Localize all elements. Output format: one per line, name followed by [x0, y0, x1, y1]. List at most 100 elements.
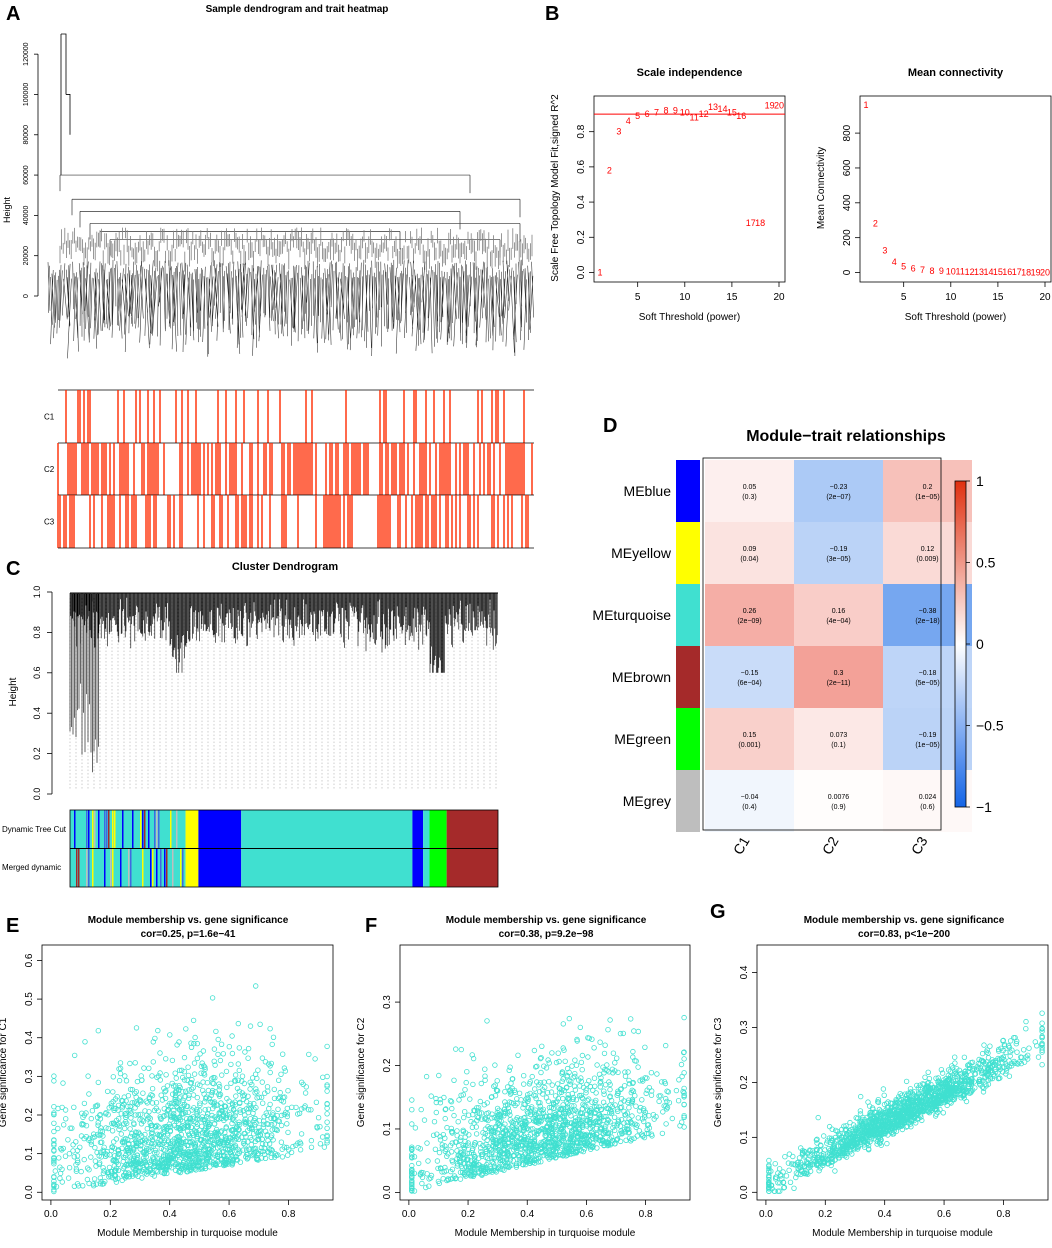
scatter-c1-xtick-label: 0.8 [282, 1209, 296, 1220]
scatter-c2-point [480, 1129, 486, 1136]
c-band-stripe [78, 849, 80, 887]
scatter-c2-point [635, 1115, 641, 1121]
scatter-c2-ytick-label: 0.2 [382, 1058, 393, 1072]
scatter-c1-point [233, 1135, 239, 1142]
scatter-c1-point [230, 1126, 236, 1133]
scatter-c3-point [939, 1096, 945, 1102]
scatter-c1-point [223, 1068, 230, 1075]
scatter-c2-point [676, 1077, 682, 1083]
scatter-c1-point [57, 1175, 63, 1181]
scatter-c2-point [557, 1140, 563, 1146]
a-dendro-tier [71, 198, 521, 218]
scatter-c3-point [1039, 1010, 1045, 1016]
scatter-c3-point [1039, 1025, 1045, 1031]
scatter-c3-point [834, 1137, 841, 1143]
scatter-c3-point [875, 1099, 882, 1106]
scatter-c1-point [252, 1145, 259, 1151]
scatter-c2-point [428, 1093, 434, 1099]
scatter-c2-point [569, 1102, 575, 1109]
scatter-c2-point [484, 1165, 490, 1171]
scatter-c1-point [109, 1174, 116, 1181]
scatter-c3-point [901, 1103, 908, 1109]
scatter-c2-point [680, 1088, 686, 1095]
scatter-c1-point [191, 1060, 198, 1066]
scatter-c2-point [580, 1101, 586, 1107]
scatter-c2-point [511, 1126, 517, 1132]
scatter-c2-ytick-label: 0.1 [382, 1122, 393, 1136]
scatter-c1-point [267, 1069, 273, 1076]
scatter-c1-point [128, 1115, 134, 1121]
scatter-c3-point [831, 1143, 837, 1149]
colorbar-tick-label: 1 [976, 473, 984, 489]
scatter-c1-point [148, 1122, 155, 1128]
scatter-c3-point [1023, 1018, 1029, 1025]
scatter-c1-point [211, 1046, 218, 1052]
scatter-c2-point [448, 1149, 455, 1155]
scatter-c3-point [941, 1083, 947, 1089]
scatter-c1-point [51, 1120, 57, 1126]
scatter-c1-point [142, 1108, 148, 1114]
scatter-c1-point [94, 1102, 101, 1108]
scatter-c2-point [516, 1153, 523, 1159]
scatter-c1-point [281, 1065, 288, 1071]
scatter-c1-point [92, 1144, 98, 1151]
scatter-c1-point [321, 1144, 328, 1150]
scatter-c3-point [919, 1098, 925, 1105]
scatter-c2-point [615, 1108, 621, 1114]
scatter-c2-point [489, 1159, 495, 1165]
heatmap-cell-value: 0.15 [743, 732, 757, 739]
heatmap-title: Module−trait relationships [746, 428, 946, 445]
scatter-c1-point [51, 1137, 57, 1143]
scatter-c2-point [549, 1120, 555, 1126]
scatter-c1-point [167, 1144, 173, 1150]
scatter-c2-point [677, 1123, 683, 1129]
scatter-c3-point [930, 1105, 936, 1111]
scatter-c1-point [69, 1125, 75, 1131]
scatter-c3-point [1039, 1061, 1045, 1068]
scatter-c2-point [570, 1074, 576, 1081]
c-band-stripe [160, 849, 162, 887]
scatter-c1-point [149, 1085, 156, 1092]
scatter-c1-point [128, 1110, 134, 1116]
scatter-c1-point [116, 1123, 123, 1129]
scatter-c2-point [614, 1055, 620, 1061]
scatter-c1-point [78, 1168, 84, 1175]
scatter-c1-point [257, 1021, 263, 1028]
scatter-c2-point [551, 1101, 557, 1108]
scatter-c3-point [943, 1092, 949, 1098]
scatter-c3-ytick-label: 0.4 [739, 965, 750, 979]
scatter-c1-point [154, 1074, 160, 1081]
heatmap-col-label-C3: C3 [908, 834, 931, 858]
scatter-c2-point [480, 1142, 486, 1149]
c-band-stripe [76, 849, 78, 887]
scatter-c3-point [769, 1185, 775, 1192]
scatter-c2-point [612, 1060, 618, 1066]
scatter-c1-point [106, 1105, 112, 1111]
scatter-c2-point [597, 1084, 604, 1090]
scatter-c1-point [83, 1110, 89, 1116]
scatter-c3-point [825, 1157, 831, 1163]
scatter-c3-point [891, 1124, 897, 1131]
scatter-c3-point [985, 1050, 991, 1056]
scatter-c1-point [178, 1131, 184, 1138]
scatter-c1-point [108, 1168, 114, 1175]
scatter-c1-point [184, 1077, 190, 1083]
scatter-c3-point [974, 1063, 980, 1070]
scatter-c1-point [230, 1115, 236, 1121]
scatter-c1-point [115, 1161, 122, 1168]
scatter-c2-point [548, 1124, 554, 1130]
scatter-c2-point [447, 1097, 454, 1104]
scatter-c1-point [267, 1025, 273, 1032]
panel-letter-a: A [6, 3, 20, 25]
scatter-c1-point [130, 1156, 137, 1162]
scatter-c2-point [642, 1044, 648, 1050]
scatter-c3-point [922, 1074, 928, 1080]
scatter-c1-point [187, 1080, 194, 1086]
scatter-c2-point [551, 1152, 557, 1158]
scatter-c1-point [180, 1153, 186, 1159]
scatter-c1-point [73, 1168, 80, 1174]
scatter-c2-point [494, 1105, 501, 1112]
scatter-c1-point [51, 1183, 57, 1189]
scatter-c3-point [914, 1110, 921, 1117]
